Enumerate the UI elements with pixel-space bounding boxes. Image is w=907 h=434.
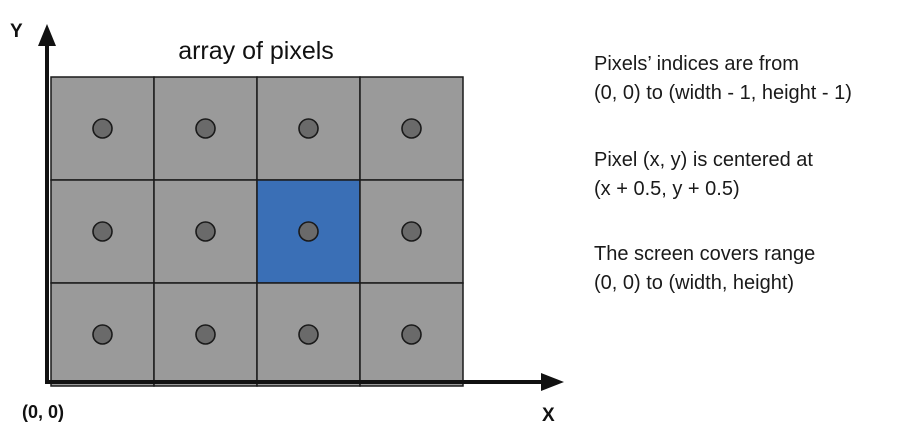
pixel-center-dot [401, 221, 422, 242]
notes-panel: Pixels’ indices are from (0, 0) to (widt… [594, 50, 906, 336]
pixel-center-dot [401, 324, 422, 345]
pixel-grid [50, 76, 464, 387]
pixel-cell [153, 282, 258, 387]
note-line: The screen covers range [594, 243, 816, 265]
y-axis-arrowhead [38, 24, 56, 46]
y-axis-label: Y [10, 21, 23, 42]
origin-label: (0, 0) [22, 402, 64, 422]
note-line: Pixels’ indices are from [594, 53, 799, 75]
pixel-center-dot [195, 324, 216, 345]
pixel-center-dot [298, 324, 319, 345]
note-line: (0, 0) to (width, height) [594, 272, 795, 294]
note-line: (0, 0) to (width - 1, height - 1) [594, 82, 852, 104]
note-line: Pixel (x, y) is centered at [594, 149, 813, 171]
note-screen-range: The screen covers range (0, 0) to (width… [594, 240, 906, 298]
x-axis-label: X [542, 405, 555, 426]
note-pixel-indices: Pixels’ indices are from (0, 0) to (widt… [594, 50, 906, 108]
pixel-center-dot [298, 118, 319, 139]
pixel-center-dot [298, 221, 319, 242]
note-pixel-center: Pixel (x, y) is centered at (x + 0.5, y … [594, 146, 906, 204]
pixel-center-dot [195, 118, 216, 139]
note-line: (x + 0.5, y + 0.5) [594, 178, 740, 200]
pixel-center-dot [195, 221, 216, 242]
pixel-center-dot [92, 324, 113, 345]
pixel-center-dot [92, 221, 113, 242]
pixel-center-dot [92, 118, 113, 139]
pixel-center-dot [401, 118, 422, 139]
x-axis-arrowhead [541, 373, 564, 391]
diagram-title: array of pixels [178, 37, 334, 65]
